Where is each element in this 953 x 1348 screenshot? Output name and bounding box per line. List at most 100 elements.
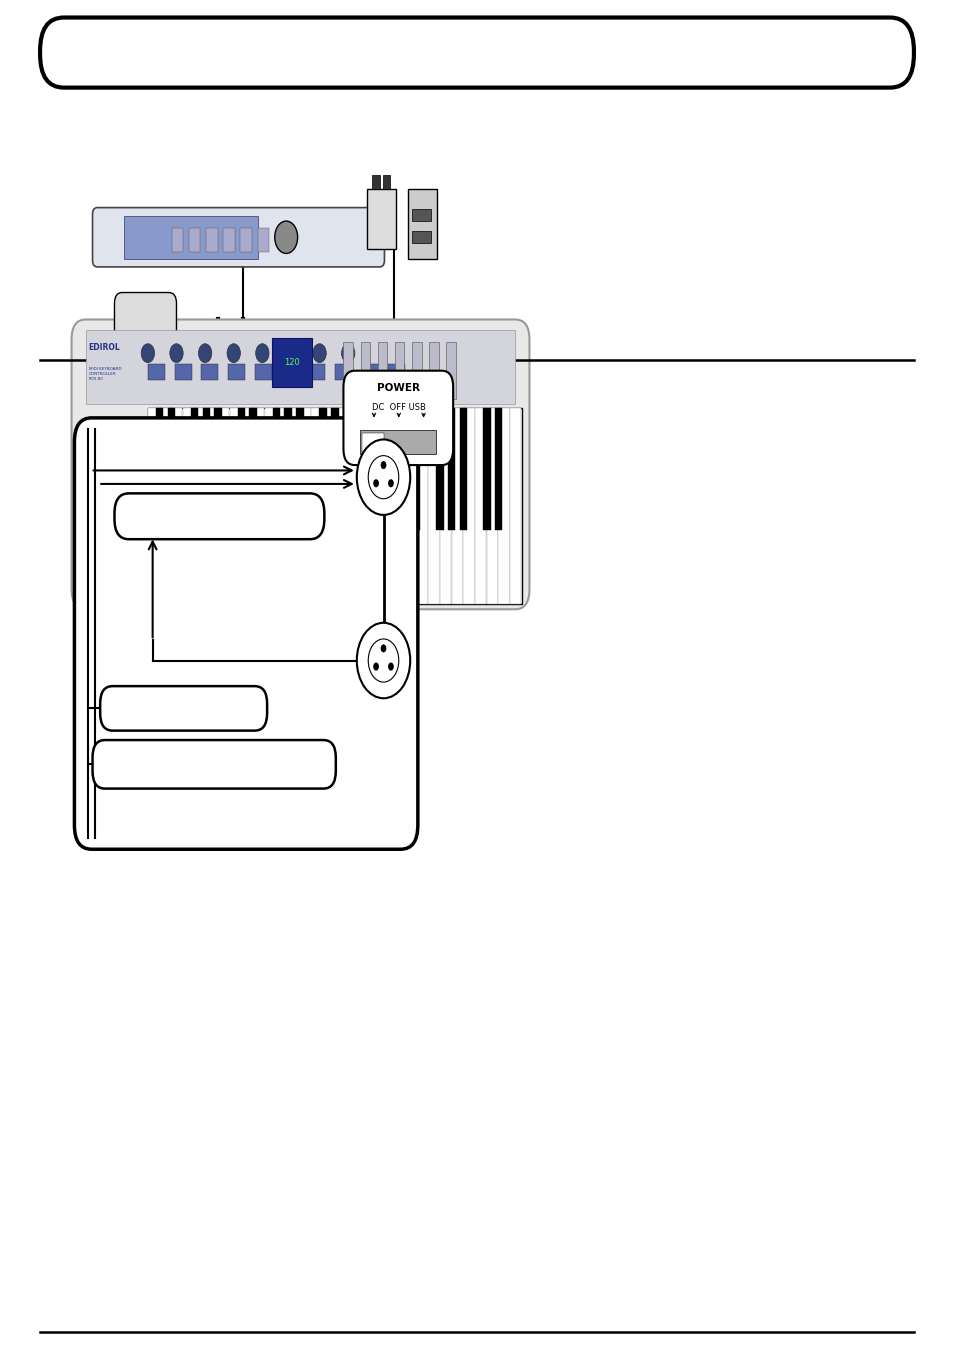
Bar — [459, 408, 467, 530]
Bar — [281, 364, 298, 380]
Circle shape — [368, 639, 398, 682]
Bar — [448, 408, 455, 530]
Bar — [446, 342, 456, 399]
Bar — [206, 228, 217, 252]
Bar — [311, 408, 322, 604]
Text: EDIROL: EDIROL — [89, 344, 120, 352]
Bar — [482, 408, 490, 530]
Bar — [174, 364, 192, 380]
Circle shape — [368, 456, 398, 499]
Bar — [214, 408, 221, 530]
Bar — [273, 408, 280, 530]
Circle shape — [284, 344, 297, 363]
Circle shape — [313, 344, 326, 363]
Bar — [377, 408, 385, 530]
Bar — [183, 408, 194, 604]
Bar — [284, 408, 292, 530]
Bar — [358, 408, 369, 604]
Bar — [377, 342, 387, 399]
Bar — [254, 364, 272, 380]
Circle shape — [356, 439, 410, 515]
Bar — [159, 408, 171, 604]
Bar — [404, 408, 416, 604]
Circle shape — [380, 461, 386, 469]
Bar — [497, 408, 509, 604]
Circle shape — [198, 344, 212, 363]
Circle shape — [373, 662, 378, 670]
Bar — [168, 408, 174, 530]
Bar — [148, 408, 521, 604]
Bar — [413, 408, 420, 530]
Bar — [299, 408, 311, 604]
Bar — [372, 175, 379, 189]
FancyBboxPatch shape — [100, 686, 267, 731]
FancyBboxPatch shape — [71, 319, 529, 609]
Bar — [360, 342, 370, 399]
Text: 120: 120 — [284, 359, 299, 367]
Bar — [343, 342, 353, 399]
Bar — [381, 408, 393, 604]
FancyBboxPatch shape — [114, 293, 176, 346]
Bar — [355, 408, 361, 530]
Circle shape — [373, 479, 378, 487]
Bar — [359, 430, 436, 454]
Bar — [230, 408, 240, 604]
Bar — [228, 364, 245, 380]
Bar — [335, 408, 346, 604]
FancyBboxPatch shape — [74, 418, 417, 849]
Bar — [361, 364, 378, 380]
Bar — [124, 216, 257, 259]
FancyBboxPatch shape — [92, 208, 384, 267]
Bar — [241, 408, 253, 604]
Bar — [295, 408, 303, 530]
Circle shape — [388, 480, 394, 488]
FancyBboxPatch shape — [343, 371, 453, 465]
Bar — [189, 228, 200, 252]
Bar — [155, 408, 163, 530]
Circle shape — [255, 344, 269, 363]
Circle shape — [141, 344, 154, 363]
Bar — [191, 408, 198, 530]
Bar — [367, 189, 395, 249]
Bar — [253, 408, 264, 604]
Circle shape — [380, 644, 386, 652]
Bar — [412, 209, 431, 221]
Circle shape — [227, 344, 240, 363]
Bar — [412, 231, 431, 243]
Bar — [388, 364, 405, 380]
Bar — [439, 408, 451, 604]
Bar — [401, 408, 408, 530]
Bar — [429, 342, 438, 399]
Bar — [366, 408, 374, 530]
Bar — [288, 408, 299, 604]
Bar — [382, 175, 390, 189]
Bar — [412, 342, 421, 399]
Bar — [323, 408, 334, 604]
Bar — [475, 408, 486, 604]
Circle shape — [274, 221, 297, 253]
Bar — [194, 408, 206, 604]
Bar — [257, 228, 269, 252]
Bar — [240, 228, 252, 252]
Text: MIDI KEYBOARD
CONTROLLER
PCR-80: MIDI KEYBOARD CONTROLLER PCR-80 — [89, 368, 121, 381]
Bar — [463, 408, 475, 604]
Bar — [510, 408, 520, 604]
Bar — [201, 364, 218, 380]
FancyBboxPatch shape — [114, 493, 324, 539]
Bar — [319, 408, 327, 530]
Bar — [272, 338, 312, 387]
Bar — [276, 408, 288, 604]
Bar — [206, 408, 217, 604]
Circle shape — [388, 662, 394, 670]
Bar — [395, 342, 404, 399]
Bar — [346, 408, 357, 604]
Bar — [308, 364, 325, 380]
Circle shape — [356, 623, 410, 698]
Bar — [237, 408, 245, 530]
Bar — [408, 189, 436, 259]
Bar — [331, 408, 338, 530]
Bar — [361, 433, 384, 452]
Text: DC  OFF USB: DC OFF USB — [372, 403, 425, 411]
Bar — [452, 408, 462, 604]
Bar — [148, 364, 165, 380]
